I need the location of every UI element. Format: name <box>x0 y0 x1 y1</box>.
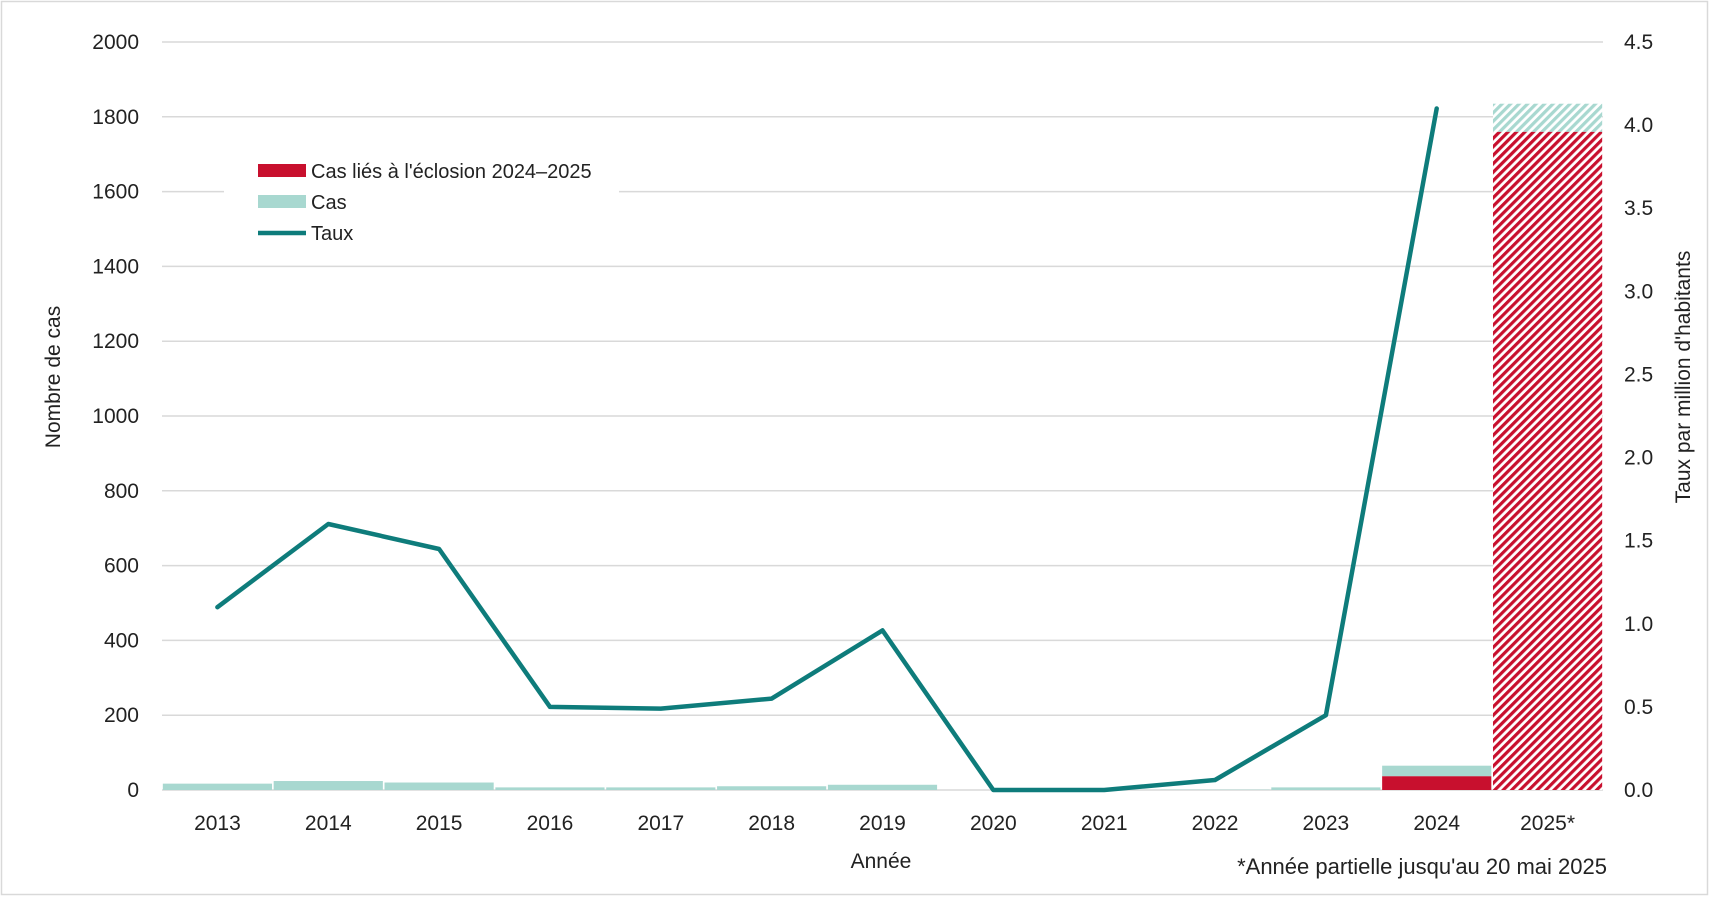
x-tick-label: 2021 <box>1081 812 1128 835</box>
x-axis-title: Année <box>851 850 912 873</box>
bar-cases <box>385 783 494 790</box>
x-tick-label: 2017 <box>637 812 684 835</box>
y-tick-label: 1800 <box>92 106 139 129</box>
y-axis-title: Nombre de cas <box>42 306 65 448</box>
y2-tick-label: 2.5 <box>1624 363 1653 386</box>
y2-tick-label: 2.0 <box>1624 447 1653 470</box>
y2-axis-title: Taux par million d'habitants <box>1672 251 1695 504</box>
y-tick-label: 200 <box>104 704 139 727</box>
footnote: *Année partielle jusqu'au 20 mai 2025 <box>1237 854 1607 879</box>
legend-label-cases: Cas <box>311 192 347 214</box>
y-tick-label: 600 <box>104 555 139 578</box>
x-axis-ticks: 2013 2014 2015 2016 2017 2018 2019 2020 2021 2022… <box>194 812 1575 835</box>
x-tick-label: 2016 <box>527 812 574 835</box>
x-tick-label: 2019 <box>859 812 906 835</box>
bar-outbreak-cases <box>1382 776 1491 790</box>
y2-axis-ticks: 0.0 0.5 1.0 1.5 2.0 2.5 3.0 3.5 4.0 4.5 <box>1624 31 1653 802</box>
bar-cases <box>274 781 383 790</box>
legend-label-outbreak: Cas liés à l'éclosion 2024–2025 <box>311 161 592 183</box>
y2-tick-label: 0.0 <box>1624 779 1653 802</box>
y2-tick-label: 0.5 <box>1624 696 1653 719</box>
y-axis-ticks: 0 200 400 600 800 1000 1200 1400 1600 1800 2000 <box>92 31 139 802</box>
legend-swatch-cases <box>258 195 306 208</box>
bar-cases <box>1271 787 1380 790</box>
bar-cases <box>163 784 272 790</box>
bar-cases <box>495 787 604 790</box>
y-tick-label: 800 <box>104 480 139 503</box>
x-tick-label: 2014 <box>305 812 352 835</box>
x-tick-label: 2024 <box>1413 812 1460 835</box>
y-tick-label: 400 <box>104 629 139 652</box>
x-tick-label: 2013 <box>194 812 241 835</box>
y2-tick-label: 1.0 <box>1624 613 1653 636</box>
bar-cases <box>717 786 826 790</box>
bar-cases <box>828 785 937 790</box>
y-tick-label: 1600 <box>92 181 139 204</box>
y2-tick-label: 3.0 <box>1624 280 1653 303</box>
y-tick-label: 2000 <box>92 31 139 54</box>
legend: Cas liés à l'éclosion 2024–2025 Cas Taux <box>224 152 619 254</box>
y2-tick-label: 4.0 <box>1624 114 1653 137</box>
bar-cases <box>1382 766 1491 776</box>
y-tick-label: 1200 <box>92 330 139 353</box>
y-tick-label: 0 <box>127 779 139 802</box>
x-tick-label: 2015 <box>416 812 463 835</box>
x-tick-label: 2022 <box>1192 812 1239 835</box>
legend-swatch-outbreak <box>258 164 306 177</box>
y2-tick-label: 1.5 <box>1624 530 1653 553</box>
bar-outbreak-cases <box>1493 132 1602 790</box>
x-tick-label: 2020 <box>970 812 1017 835</box>
x-tick-label: 2025* <box>1520 812 1575 835</box>
y2-tick-label: 4.5 <box>1624 31 1653 54</box>
legend-label-rate: Taux <box>311 223 353 245</box>
bar-cases <box>606 787 715 790</box>
y2-tick-label: 3.5 <box>1624 197 1653 220</box>
bar-cases <box>1493 104 1602 132</box>
x-tick-label: 2023 <box>1303 812 1350 835</box>
y-tick-label: 1000 <box>92 405 139 428</box>
y-tick-label: 1400 <box>92 255 139 278</box>
x-tick-label: 2018 <box>748 812 795 835</box>
